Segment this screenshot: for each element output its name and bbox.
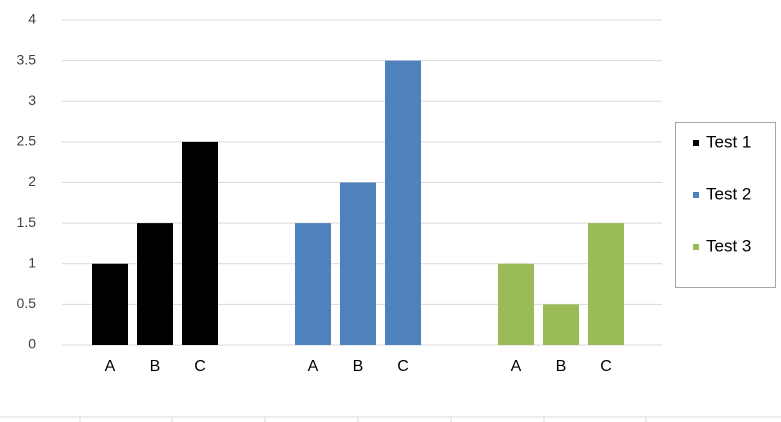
x-tick-label: A xyxy=(105,358,116,375)
bar xyxy=(137,223,173,345)
x-tick-label: A xyxy=(308,358,319,375)
x-tick-label: C xyxy=(397,358,409,375)
x-tick-label: C xyxy=(194,358,206,375)
legend-marker xyxy=(693,192,699,198)
y-tick-label: 1 xyxy=(28,254,36,270)
legend-label: Test 3 xyxy=(706,236,751,255)
y-tick-label: 3.5 xyxy=(17,51,37,67)
legend-box xyxy=(675,122,776,288)
x-tick-label: C xyxy=(600,358,612,375)
bar xyxy=(588,223,624,345)
legend-label: Test 2 xyxy=(706,184,751,203)
x-tick-label: A xyxy=(511,358,522,375)
y-tick-label: 2 xyxy=(28,173,36,189)
legend-marker xyxy=(693,244,699,250)
y-tick-label: 0.5 xyxy=(17,295,37,311)
sheet-ruler xyxy=(0,416,781,422)
bar xyxy=(295,223,331,345)
y-tick-label: 1.5 xyxy=(17,214,37,230)
bar xyxy=(498,263,534,345)
x-tick-label: B xyxy=(353,358,364,375)
legend-marker xyxy=(693,140,699,146)
y-tick-label: 2.5 xyxy=(17,133,37,149)
bar xyxy=(182,141,218,345)
bar xyxy=(543,304,579,345)
legend-label: Test 1 xyxy=(706,132,751,151)
bar xyxy=(340,182,376,345)
y-tick-label: 0 xyxy=(28,336,36,352)
bar xyxy=(385,60,421,345)
x-tick-label: B xyxy=(556,358,567,375)
bar xyxy=(92,263,128,345)
x-tick-label: B xyxy=(150,358,161,375)
y-tick-label: 4 xyxy=(28,11,36,27)
y-tick-label: 3 xyxy=(28,92,36,108)
